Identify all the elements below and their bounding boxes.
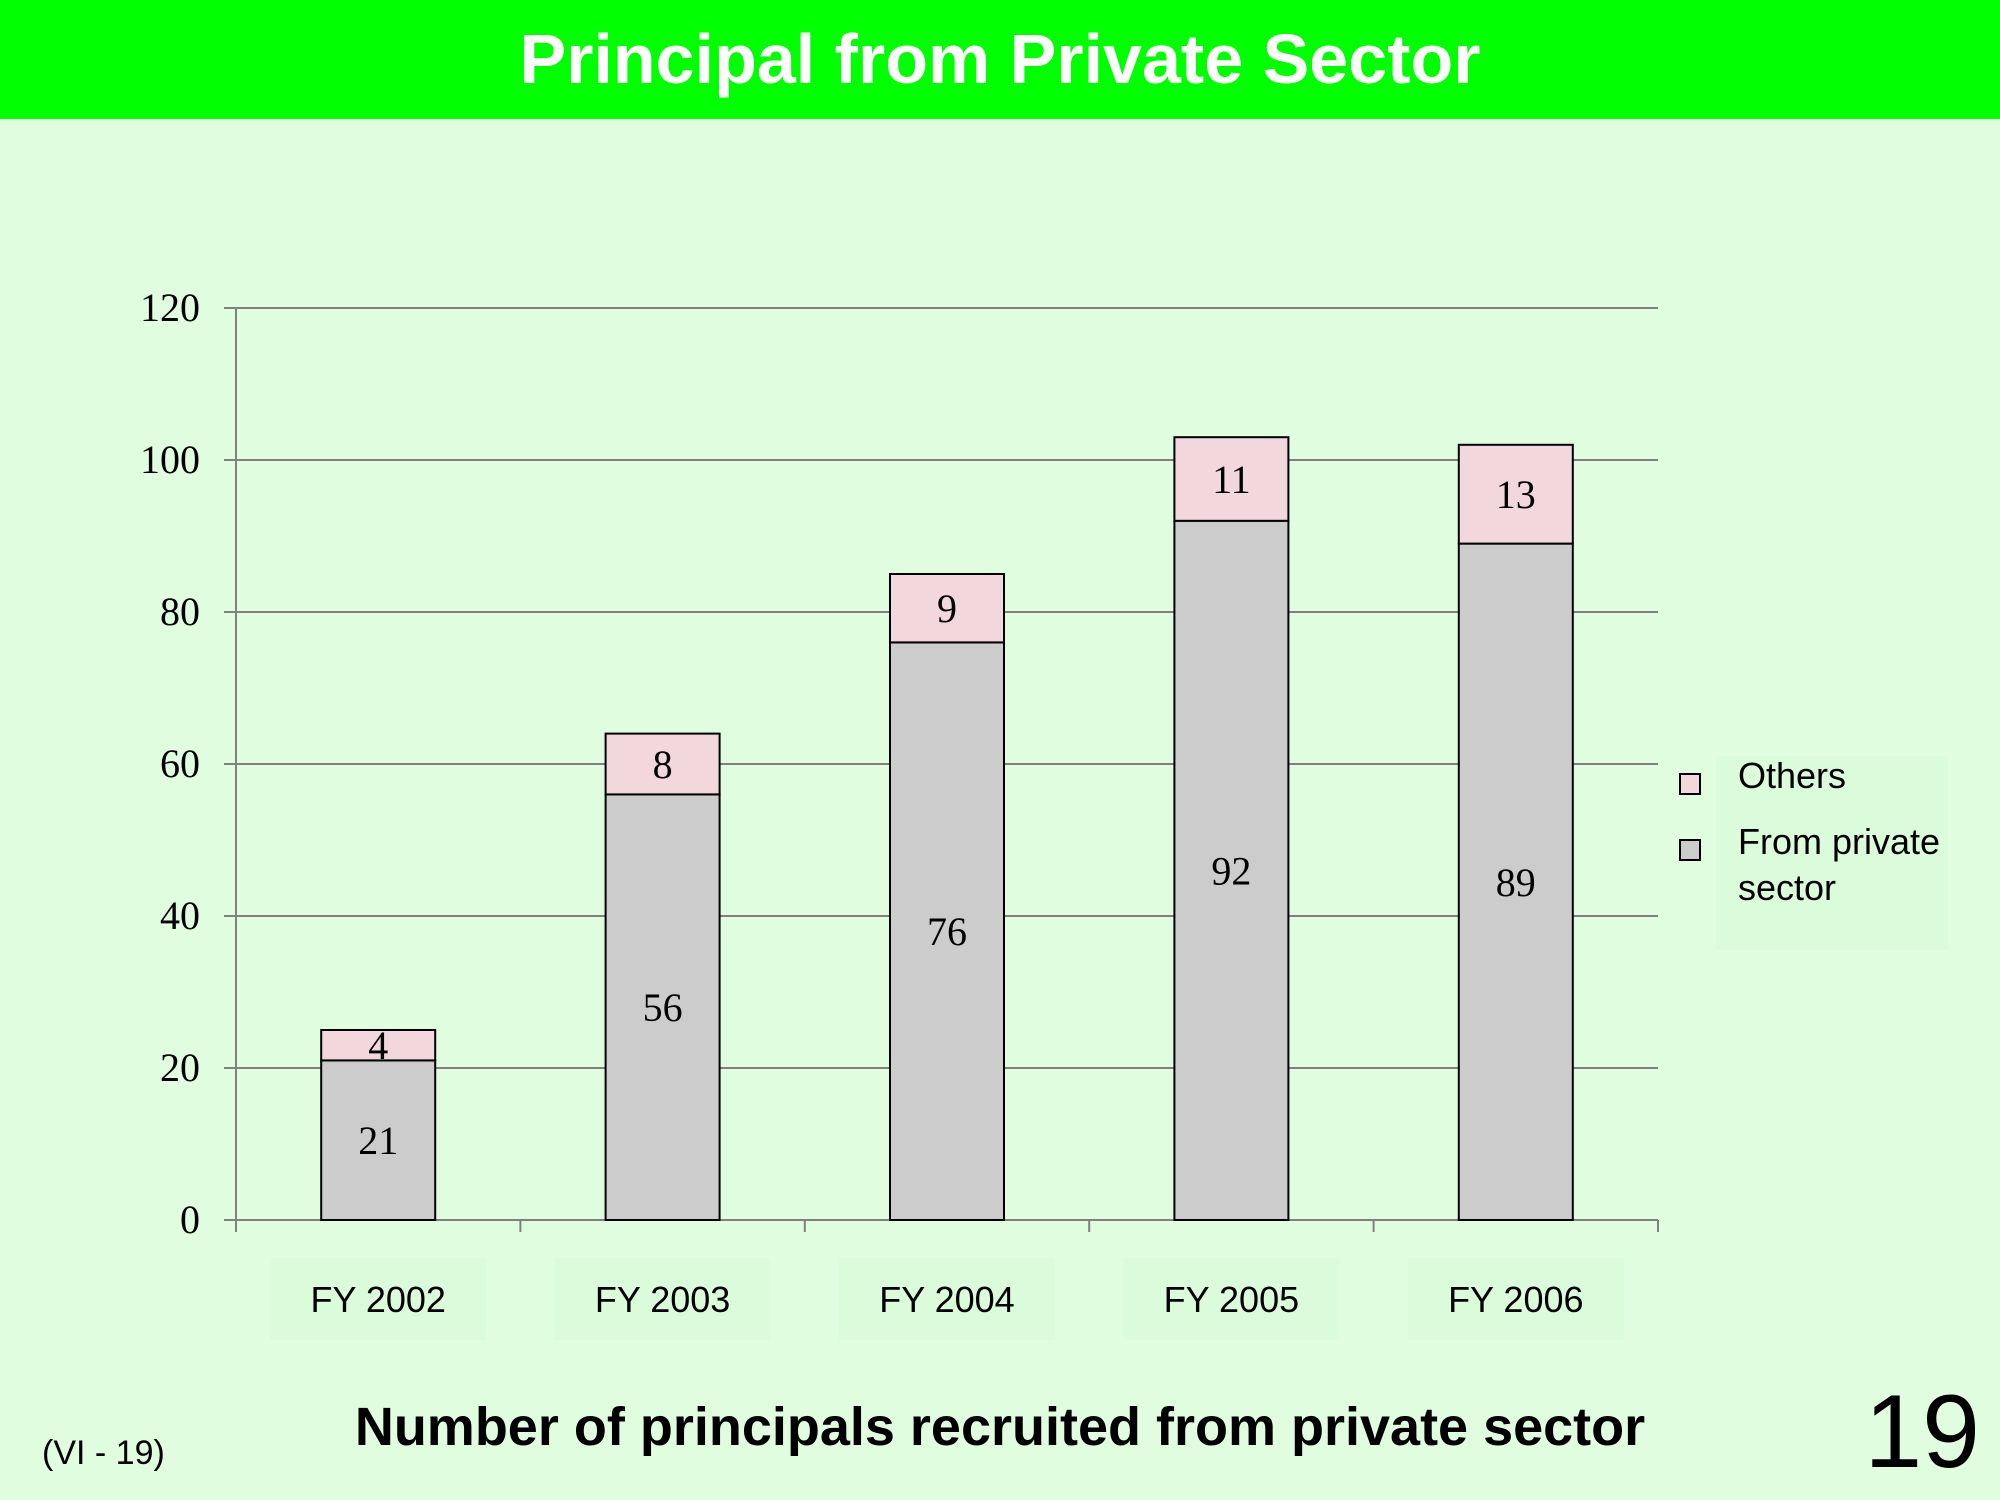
chart-subtitle: Number of principals recruited from priv… [354,1397,1646,1457]
y-tick-label: 20 [160,1045,200,1090]
y-tick-label: 60 [160,741,200,786]
bar-others [1173,436,1290,522]
data-label-others: 9 [937,586,957,631]
x-category-label: FY 2005 [1164,1279,1299,1320]
bar-others [604,732,721,796]
bar-from-private-sector [320,1059,437,1222]
bar-others [1457,443,1574,545]
bar-from-private-sector [889,641,1005,1221]
data-label-from-private-sector: 89 [1496,860,1536,905]
data-label-others: 13 [1496,472,1536,517]
category-label-box [270,1258,487,1340]
category-label-box [554,1258,771,1340]
x-category-label: FY 2004 [879,1279,1014,1320]
category-label-box [1123,1258,1340,1340]
data-label-from-private-sector: 92 [1211,848,1251,893]
reference-code: (VI - 19) [42,1434,165,1472]
y-tick-label: 40 [160,893,200,938]
bar-from-private-sector [1457,542,1574,1221]
legend-label-box [1716,822,1948,950]
y-tick-label: 0 [180,1197,200,1242]
data-label-others: 4 [368,1023,388,1068]
bar-others [320,1029,437,1062]
y-tick-label: 80 [160,589,200,634]
page-number: 19 [1864,1374,1980,1490]
slide-title: Principal from Private Sector [519,20,1481,98]
data-label-from-private-sector: 56 [643,985,683,1030]
legend-from-private-sector-label: sector [1738,867,1836,908]
bar-from-private-sector [1173,519,1290,1221]
legend-others-label: Others [1738,755,1846,796]
x-category-label: FY 2002 [310,1279,445,1320]
data-label-others: 11 [1212,457,1251,502]
y-tick-label: 100 [140,437,200,482]
data-label-others: 8 [653,742,673,787]
legend-others-swatch [1679,773,1701,795]
legend-from-private-sector-swatch [1679,839,1701,861]
x-category-label: FY 2006 [1448,1279,1583,1320]
bar-others [889,573,1005,644]
title-bar [0,0,2000,119]
y-tick-label: 120 [140,285,200,330]
x-category-label: FY 2003 [595,1279,730,1320]
bar-from-private-sector [604,793,721,1222]
category-label-box [839,1258,1055,1340]
legend-from-private-sector-label: From private [1738,821,1940,862]
category-label-box [1407,1258,1624,1340]
data-label-from-private-sector: 76 [927,909,967,954]
data-label-from-private-sector: 21 [358,1118,398,1163]
